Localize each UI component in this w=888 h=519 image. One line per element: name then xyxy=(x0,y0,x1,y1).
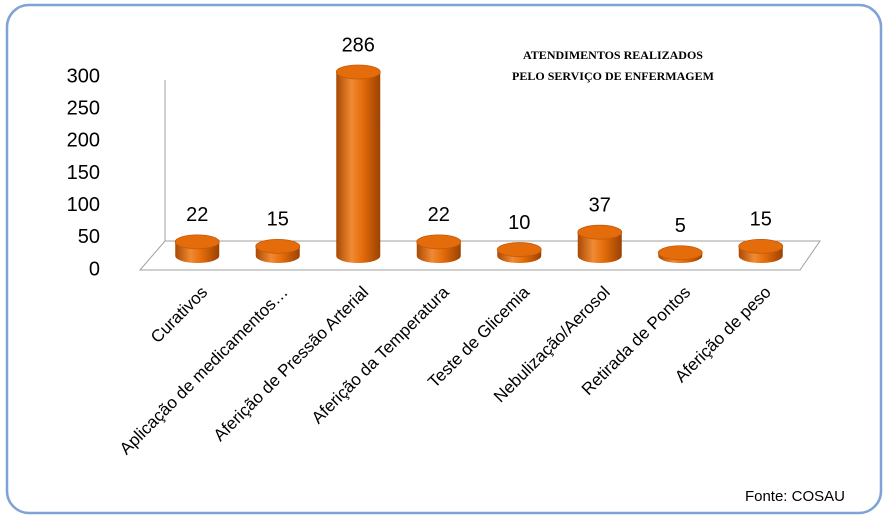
data-label: 10 xyxy=(508,212,530,234)
chart-title: ATENDIMENTOS REALIZADOS xyxy=(523,48,703,62)
y-tick-label: 0 xyxy=(89,258,100,280)
bar-top xyxy=(255,238,301,254)
source-note: Fonte: COSAU xyxy=(745,488,845,505)
bar-top xyxy=(496,242,542,257)
bar-top xyxy=(577,224,623,240)
bar-top xyxy=(416,234,462,250)
data-label: 286 xyxy=(342,34,375,56)
data-label: 5 xyxy=(675,215,686,237)
bar-top xyxy=(657,245,703,261)
bar-top xyxy=(174,234,220,250)
bar-top xyxy=(335,64,381,80)
data-label: 37 xyxy=(589,194,611,216)
y-tick-label: 150 xyxy=(67,162,100,184)
y-tick-label: 50 xyxy=(78,226,100,248)
y-tick-label: 250 xyxy=(67,97,100,119)
chart-title: PELO SERVIÇO DE ENFERMAGEM xyxy=(512,69,714,83)
data-label: 15 xyxy=(267,209,289,231)
bar-top xyxy=(738,238,784,254)
y-tick-label: 300 xyxy=(67,65,100,87)
y-tick-label: 100 xyxy=(67,194,100,216)
data-label: 22 xyxy=(428,204,450,226)
floor xyxy=(138,240,821,271)
bar xyxy=(336,65,381,263)
data-label: 22 xyxy=(186,204,208,226)
data-label: 15 xyxy=(750,209,772,231)
y-tick-label: 200 xyxy=(67,130,100,152)
